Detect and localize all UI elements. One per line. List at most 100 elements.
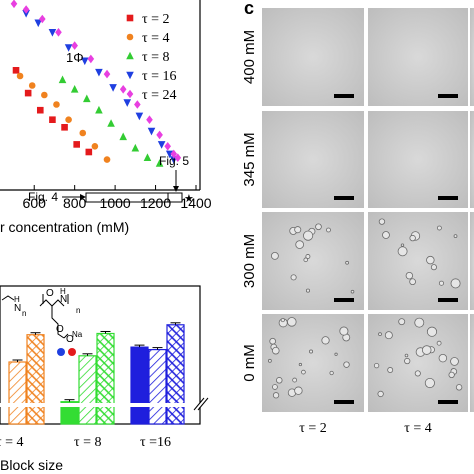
data-point-circle — [28, 82, 36, 89]
droplet — [387, 367, 394, 373]
droplet — [438, 353, 448, 363]
data-point-triangle-down — [95, 68, 103, 77]
micrograph-tile — [368, 212, 468, 310]
droplet — [276, 377, 283, 384]
data-point-circle — [103, 156, 111, 163]
axis-break-mark-2 — [197, 397, 209, 411]
data-point-diamond — [146, 115, 153, 124]
legend-marker-square — [126, 14, 134, 22]
scale-bar — [438, 94, 458, 98]
droplet — [414, 317, 425, 328]
bar-cross-hatched — [26, 334, 45, 425]
legend-marker-circle — [126, 33, 134, 41]
micrograph-tile — [470, 212, 474, 310]
data-point-diamond — [22, 5, 30, 14]
data-point-diamond — [156, 130, 163, 140]
droplet — [298, 362, 303, 367]
data-point-triangle-down — [157, 141, 166, 149]
bar-category-label: τ = 8 — [74, 435, 102, 450]
droplet — [424, 377, 435, 389]
droplet — [309, 349, 314, 354]
droplet — [400, 243, 405, 247]
row-label: 345 mM — [241, 132, 258, 186]
x-tick-label: 600 — [23, 195, 47, 211]
legend-label: τ = 4 — [142, 31, 170, 46]
molecule-nh-left: N — [14, 303, 21, 314]
droplet — [404, 353, 409, 358]
plus-charge-icon — [68, 348, 76, 356]
droplet — [421, 345, 432, 355]
molecule-na: Na — [72, 330, 83, 339]
droplet — [426, 255, 435, 265]
micrograph-tile — [262, 8, 364, 106]
molecule-n-left: n — [22, 309, 26, 318]
molecule-h: H — [60, 287, 66, 296]
data-point-triangle-up — [70, 85, 79, 93]
data-point-diamond — [87, 54, 95, 64]
data-point-square — [61, 124, 68, 131]
minus-charge-icon — [57, 348, 65, 356]
data-point-triangle-down — [80, 57, 89, 66]
data-point-triangle-down — [109, 84, 117, 92]
droplet — [329, 370, 334, 376]
droplet — [292, 377, 298, 383]
axis-break-mark-1 — [193, 397, 205, 411]
row-label: 0 mM — [241, 344, 258, 382]
droplet — [280, 317, 285, 323]
x-ticks: 600 800 1000 1200 1400 — [23, 185, 212, 211]
data-point-diamond — [119, 85, 127, 94]
data-point-square — [36, 106, 44, 114]
molecule-n: n — [76, 306, 80, 315]
droplet — [321, 336, 330, 345]
droplet — [378, 218, 386, 225]
molecule-h-left: H — [14, 295, 20, 304]
scale-bar — [438, 298, 458, 302]
data-point-square — [85, 148, 93, 156]
data-point-triangle-up — [131, 143, 140, 152]
droplet — [334, 352, 338, 356]
data-point-circle — [65, 116, 72, 123]
data-point-diamond — [174, 153, 182, 162]
data-point-square — [49, 116, 56, 123]
droplet — [426, 326, 438, 337]
data-point-square — [73, 141, 80, 148]
x-tick-label: 1200 — [140, 195, 171, 211]
data-point-circle — [16, 72, 24, 80]
micrograph-tile — [470, 8, 474, 106]
data-point-triangle-up — [155, 159, 164, 167]
data-point-triangle-up — [107, 119, 115, 127]
droplet — [345, 260, 349, 265]
data-point-diamond — [55, 28, 62, 37]
data-point-diamond — [103, 69, 111, 79]
droplet — [315, 223, 322, 231]
row-label: 300 mM — [241, 234, 258, 288]
droplet — [373, 362, 380, 369]
micrograph-tile — [368, 111, 468, 208]
droplet — [272, 384, 278, 390]
legend-label: τ = 8 — [142, 50, 170, 65]
fig4-arrowhead — [80, 194, 86, 200]
bar-hatched — [78, 355, 97, 425]
data-points — [10, 0, 182, 167]
droplet — [287, 317, 297, 327]
data-point-triangle-down — [22, 10, 30, 18]
legend-label: τ = 16 — [142, 69, 177, 84]
legend-label: τ = 24 — [142, 88, 177, 103]
droplet — [303, 257, 308, 263]
data-point-diamond — [10, 0, 18, 9]
region-label: 1Φ — [66, 50, 84, 65]
bar-category-labels: τ = 4 τ = 8 τ =16 — [0, 435, 171, 450]
bars — [8, 322, 185, 425]
bar-category-label: τ = 4 — [0, 435, 24, 450]
droplet — [398, 318, 406, 326]
phase-diagram-panel: 600 800 1000 1200 1400 τ = 2 τ = 4 τ = 8 τ = 16… — [0, 0, 212, 235]
legend-marker-triangle-up — [126, 51, 134, 60]
data-point-triangle-down — [147, 127, 156, 136]
legend-label: τ = 2 — [142, 12, 170, 27]
micrograph-panel: c 400 mM 345 mM 300 mM 0 mM τ = 2 τ = 4 — [241, 0, 474, 436]
droplet — [450, 357, 459, 366]
droplet — [305, 254, 311, 259]
micrograph-tile — [262, 111, 364, 208]
micrograph-col-labels: τ = 2 τ = 4 — [299, 421, 432, 436]
col-label: τ = 4 — [404, 421, 432, 436]
